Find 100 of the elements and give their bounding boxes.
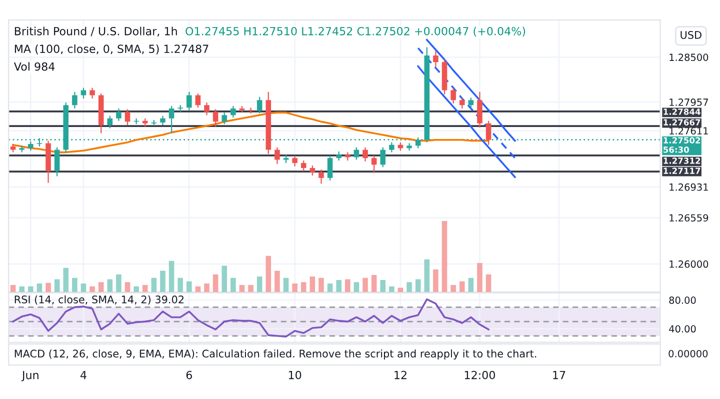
- ref-line-label: 1.27502 56:30: [663, 137, 700, 153]
- x-tick-label: 12: [394, 370, 406, 380]
- bar: [459, 281, 465, 292]
- candlestick: [230, 105, 236, 118]
- candlestick: [160, 115, 166, 126]
- line-series: [417, 47, 516, 159]
- bar: [256, 276, 262, 292]
- bar: [362, 278, 368, 292]
- x-tick-label: 4: [80, 370, 86, 380]
- bar: [195, 286, 201, 292]
- bar: [266, 256, 272, 292]
- y-tick-label: 40.00: [669, 325, 696, 333]
- bar: [204, 284, 210, 292]
- bar: [468, 278, 474, 292]
- candlestick: [327, 155, 333, 181]
- candlestick: [310, 164, 316, 176]
- bar: [10, 284, 16, 292]
- bar: [486, 274, 492, 292]
- bar: [380, 280, 386, 292]
- candlestick: [90, 87, 95, 100]
- annotation: O1.27455 H1.27510 L1.27452 C1.27502 +0.00047 (+0.04%): [186, 26, 526, 37]
- bar: [222, 266, 228, 292]
- line-series: [417, 65, 516, 178]
- candlestick: [486, 120, 492, 146]
- bar: [90, 286, 95, 292]
- candlestick: [433, 50, 438, 68]
- bar: [63, 268, 69, 292]
- candlestick: [204, 102, 210, 116]
- bar: [98, 282, 104, 292]
- bar: [433, 269, 438, 292]
- candlestick: [212, 108, 218, 128]
- annotation: Vol 984: [14, 62, 55, 71]
- candlestick: [336, 150, 342, 162]
- ref-line-label: 1.27312: [664, 158, 700, 164]
- bar: [477, 262, 482, 292]
- bar: [415, 279, 421, 292]
- bar: [300, 282, 306, 292]
- candlestick: [389, 142, 394, 153]
- candlestick: [380, 146, 386, 168]
- x-tick-label: 10: [288, 370, 302, 380]
- candlestick: [468, 97, 474, 108]
- bar: [46, 282, 51, 292]
- annotation: RSI (14, close, SMA, 14, 2) 39.02: [14, 295, 184, 305]
- bar: [116, 274, 122, 292]
- ref-line-label: 1.27117: [664, 168, 700, 174]
- ref-line-label: 1.27844: [664, 108, 700, 115]
- candlestick: [300, 160, 306, 172]
- candlestick: [222, 112, 228, 125]
- bar: [336, 280, 342, 292]
- bar: [28, 286, 34, 292]
- bar: [168, 260, 174, 292]
- bar: [142, 284, 148, 292]
- bar: [212, 274, 218, 292]
- bar: [178, 278, 183, 292]
- bar: [54, 279, 60, 292]
- candlestick: [124, 108, 130, 126]
- candlestick: [116, 108, 122, 122]
- bar: [327, 284, 333, 292]
- bar: [442, 221, 448, 292]
- candlestick: [274, 146, 280, 164]
- bar: [124, 282, 130, 292]
- line-series: [426, 38, 516, 142]
- candlestick: [168, 105, 174, 134]
- bar: [345, 279, 350, 292]
- x-tick-label: 6: [186, 370, 192, 380]
- text: 0.00000: [668, 350, 708, 358]
- bar: [72, 278, 78, 292]
- ref-line-label: 1.27667: [664, 119, 700, 126]
- candlestick: [54, 146, 60, 177]
- y-tick-label: 1.26931: [670, 183, 708, 191]
- annotation: MA (100, close, 0, SMA, 5) 1.27487: [14, 44, 208, 54]
- bar: [134, 286, 139, 292]
- bar: [80, 284, 86, 292]
- y-tick-label: 1.27957: [670, 98, 708, 106]
- candlestick: [459, 97, 465, 110]
- bar: [186, 281, 192, 292]
- candlestick: [248, 107, 254, 114]
- x-tick-label: Jun: [21, 370, 38, 382]
- text: USD: [680, 31, 702, 39]
- bar: [151, 278, 157, 292]
- bar: [318, 278, 324, 292]
- bar: [36, 284, 42, 292]
- bar: [310, 276, 316, 292]
- x-tick-label: 12:00: [464, 370, 495, 380]
- bar: [19, 286, 24, 292]
- bar: [160, 270, 166, 292]
- bar: [371, 275, 377, 292]
- candlestick: [195, 93, 201, 108]
- bar: [274, 270, 280, 292]
- y-tick-label: 1.26559: [670, 214, 708, 222]
- bar: [239, 284, 245, 292]
- candlestick: [107, 115, 113, 129]
- bar: [450, 284, 456, 292]
- bar: [107, 279, 113, 292]
- text: British Pound / U.S. Dollar, 1h: [14, 26, 177, 36]
- y-tick-label: 1.28500: [670, 54, 708, 61]
- candlestick: [318, 169, 324, 184]
- y-tick-label: 1.26000: [670, 260, 708, 268]
- candlestick: [371, 155, 377, 174]
- candlestick: [477, 91, 482, 128]
